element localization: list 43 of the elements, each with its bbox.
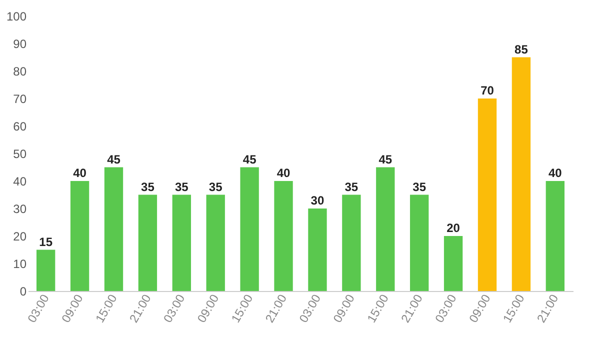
bar (104, 167, 124, 291)
data-label: 35 (141, 180, 155, 194)
data-label: 35 (412, 180, 426, 194)
data-label: 45 (378, 152, 392, 166)
data-label: 45 (242, 152, 257, 166)
data-label: 20 (446, 221, 460, 235)
bar (70, 181, 90, 291)
y-tick-label: 60 (13, 120, 27, 134)
data-label: 15 (39, 234, 53, 249)
data-label: 35 (174, 180, 189, 194)
y-tick-label: 70 (13, 92, 27, 106)
y-tick-label: 80 (13, 64, 27, 78)
data-label: 40 (548, 166, 562, 180)
y-tick-label: 20 (13, 230, 27, 244)
bar (376, 167, 395, 291)
bar (342, 194, 361, 291)
bar (444, 236, 463, 291)
bar (172, 194, 191, 291)
y-tick-label: 30 (13, 202, 27, 216)
bar (478, 98, 497, 291)
data-label: 35 (344, 180, 358, 194)
y-tick-label: 100 (6, 10, 27, 24)
bar (512, 57, 531, 291)
y-tick-label: 90 (13, 37, 27, 51)
data-label: 35 (208, 180, 223, 194)
data-label: 30 (310, 194, 324, 208)
y-tick-label: 40 (13, 174, 27, 188)
bar (206, 194, 225, 291)
data-label: 70 (480, 84, 494, 98)
y-tick-label: 50 (13, 147, 27, 161)
data-label: 40 (276, 166, 291, 180)
bar (410, 194, 429, 291)
y-tick-label: 0 (20, 284, 27, 298)
y-tick-label: 10 (13, 257, 27, 271)
bar (274, 181, 293, 291)
data-label: 85 (514, 42, 528, 56)
data-label: 45 (107, 152, 121, 166)
data-label: 40 (73, 166, 87, 180)
bar (240, 167, 259, 291)
bar (36, 250, 56, 291)
bar (546, 181, 565, 291)
bar (308, 208, 327, 291)
bar (138, 194, 158, 291)
